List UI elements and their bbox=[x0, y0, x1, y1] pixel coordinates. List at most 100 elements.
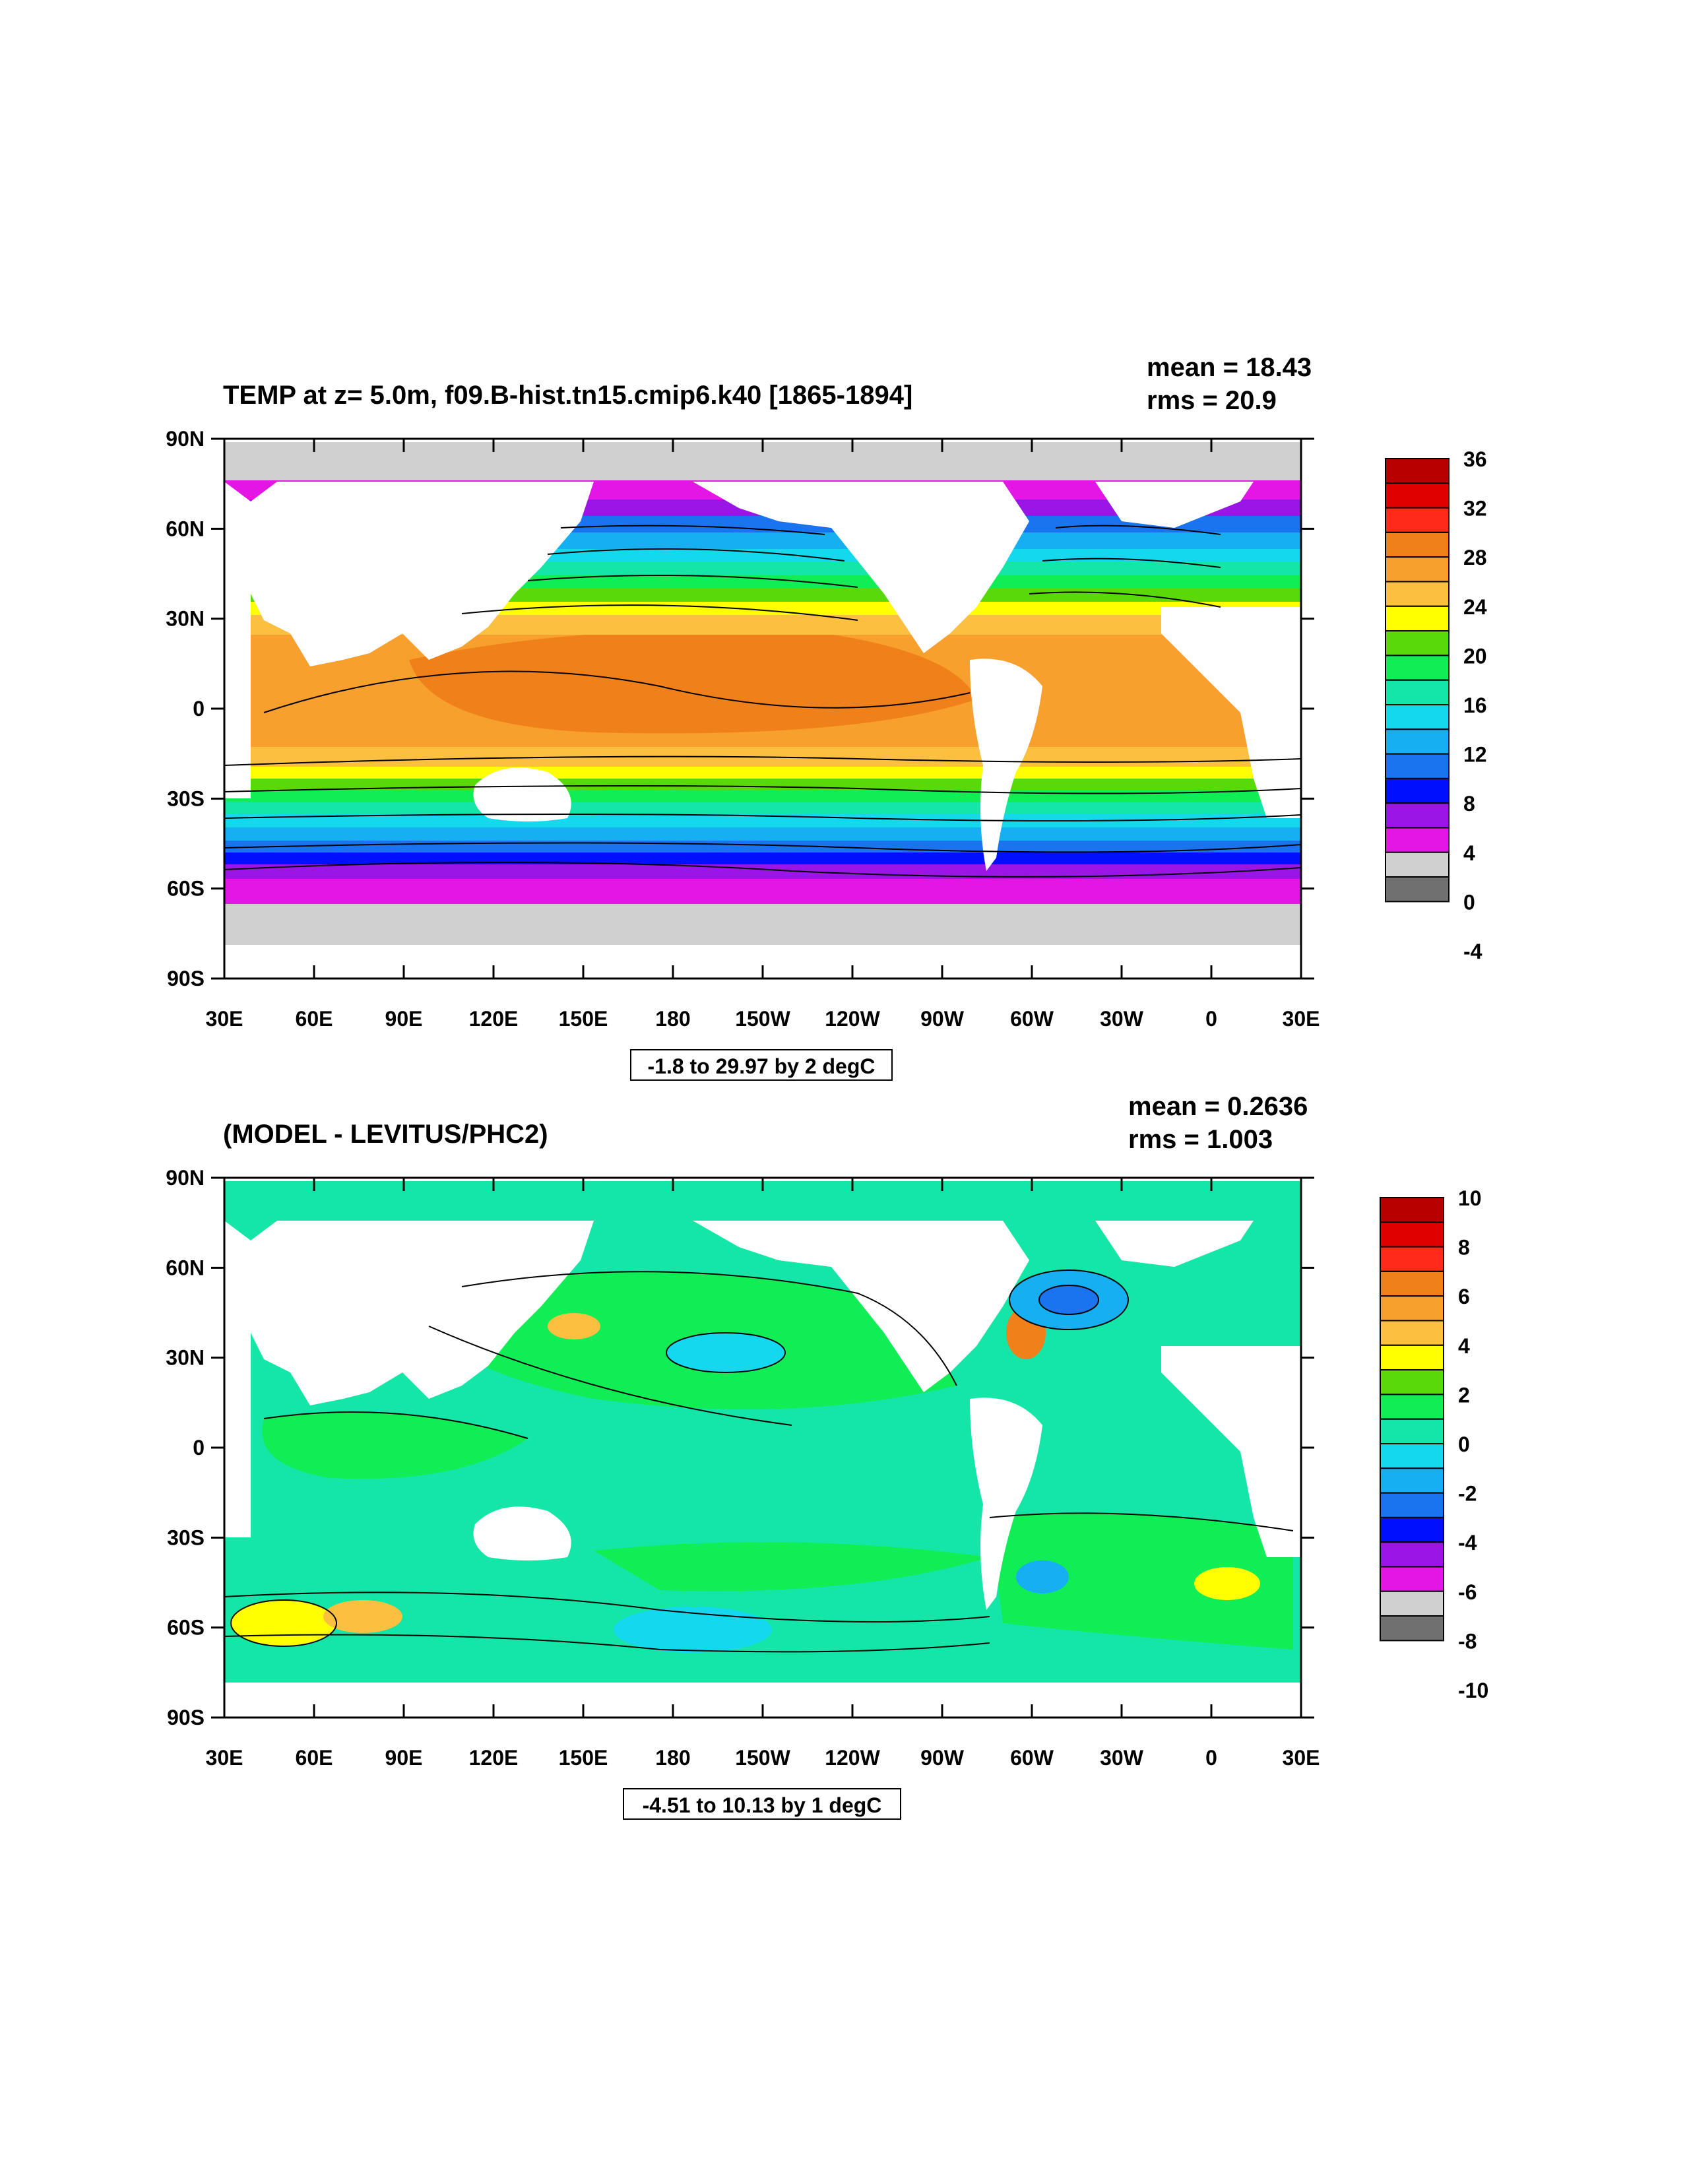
contour bbox=[263, 670, 971, 713]
range-label: -1.8 to 29.97 by 2 degC bbox=[647, 1054, 875, 1078]
colorbar-box bbox=[1380, 1443, 1444, 1469]
contour bbox=[1055, 525, 1221, 535]
land-africa-eurasia-west bbox=[224, 482, 251, 798]
panel-temperature: TEMP at z= 5.0m, f09.B-hist.tn15.cmip6.k… bbox=[166, 353, 1487, 1081]
axes: 30E 60E 90E 120E 150E 180 150W 120W 90W 60W 30W 0 30… bbox=[166, 1166, 1320, 1770]
x-tick-label: 60W bbox=[1010, 1746, 1054, 1770]
colorbar-box bbox=[1380, 1394, 1444, 1420]
contour bbox=[547, 548, 845, 562]
colorbar-box bbox=[1385, 482, 1450, 509]
colorbar-box bbox=[1380, 1418, 1444, 1444]
colorbar-label: 24 bbox=[1463, 595, 1487, 619]
x-tick-label: 0 bbox=[1205, 1746, 1217, 1770]
colorbar-label: 8 bbox=[1463, 792, 1475, 816]
x-tick-label: 120W bbox=[825, 1746, 880, 1770]
range-box bbox=[623, 1788, 901, 1820]
colorbar-box bbox=[1385, 827, 1450, 853]
contour-lines bbox=[224, 1269, 1294, 1653]
contour bbox=[461, 604, 858, 621]
contour bbox=[224, 1591, 990, 1622]
colorbar-label: 32 bbox=[1463, 497, 1487, 521]
panel-title: TEMP at z= 5.0m, f09.B-hist.tn15.cmip6.k… bbox=[223, 381, 912, 410]
y-tick-label: 0 bbox=[193, 1436, 205, 1460]
anomaly-warm bbox=[548, 1313, 600, 1339]
colorbar-box bbox=[1380, 1492, 1444, 1518]
land-south-america bbox=[970, 1397, 1042, 1610]
band-subpolar-south bbox=[224, 878, 1301, 904]
anomaly-cold bbox=[1039, 1285, 1099, 1314]
anomaly-cold bbox=[1016, 1560, 1069, 1593]
contour bbox=[224, 814, 1301, 821]
y-tick-label: 30S bbox=[167, 787, 205, 810]
colorbar-box bbox=[1380, 1197, 1444, 1223]
colorbar-label: -2 bbox=[1458, 1482, 1477, 1506]
colorbar-box bbox=[1380, 1615, 1444, 1642]
colorbar-label: 4 bbox=[1463, 841, 1475, 865]
y-tick-label: 90N bbox=[166, 427, 205, 451]
y-tick-label: 30N bbox=[166, 1346, 205, 1370]
contour bbox=[428, 1326, 792, 1426]
y-tick-label: 60S bbox=[167, 1616, 205, 1640]
colorbar-box bbox=[1385, 851, 1450, 878]
colorbar-label: 20 bbox=[1463, 644, 1487, 668]
contour bbox=[224, 1634, 990, 1653]
x-tick-label: 30W bbox=[1100, 1746, 1144, 1770]
panel-title: (MODEL - LEVITUS/PHC2) bbox=[223, 1120, 548, 1149]
colorbar-box bbox=[1380, 1516, 1444, 1543]
x-tick-label: 30E bbox=[206, 1007, 243, 1031]
colorbar-box bbox=[1385, 630, 1450, 657]
x-tick-label: 120W bbox=[825, 1007, 880, 1031]
contour bbox=[1029, 591, 1221, 608]
contour bbox=[1042, 558, 1221, 568]
contour bbox=[527, 575, 858, 588]
contour bbox=[224, 842, 1301, 853]
mean-label: mean = 18.43 bbox=[1147, 353, 1312, 382]
colorbar-box bbox=[1380, 1541, 1444, 1568]
colorbar-box bbox=[1380, 1344, 1444, 1371]
map-field bbox=[224, 1178, 1301, 1718]
panel-difference: (MODEL - LEVITUS/PHC2) mean = 0.2636 rms… bbox=[166, 1092, 1488, 1820]
colorbar-label: 6 bbox=[1458, 1285, 1470, 1308]
colorbar-box bbox=[1380, 1221, 1444, 1248]
y-tick-label: 0 bbox=[193, 697, 205, 721]
contour bbox=[461, 1271, 957, 1386]
band bbox=[224, 801, 1301, 814]
contour bbox=[1038, 1285, 1099, 1315]
colorbar-label: 0 bbox=[1458, 1432, 1470, 1456]
colorbar-label: -4 bbox=[1463, 940, 1482, 963]
land-greenland bbox=[1095, 482, 1254, 528]
land-africa-eurasia-west bbox=[224, 1221, 251, 1537]
x-tick-label: 90E bbox=[385, 1007, 423, 1031]
y-tick-label: 30S bbox=[167, 1526, 205, 1549]
colorbar-label: 36 bbox=[1463, 447, 1487, 471]
y-tick-label: 90N bbox=[166, 1166, 205, 1190]
colorbar-label: 10 bbox=[1458, 1186, 1482, 1210]
colorbar-box bbox=[1380, 1320, 1444, 1346]
contour bbox=[224, 755, 1301, 766]
y-tick-label: 60S bbox=[167, 877, 205, 901]
contour bbox=[230, 1599, 337, 1647]
region-positive bbox=[262, 1412, 528, 1479]
map-field bbox=[224, 439, 1301, 979]
range-label: -4.51 to 10.13 by 1 degC bbox=[643, 1793, 882, 1817]
x-tick-label: 60W bbox=[1010, 1007, 1054, 1031]
x-tick-label: 150W bbox=[735, 1746, 790, 1770]
band bbox=[224, 839, 1301, 852]
colorbar-box bbox=[1385, 507, 1450, 533]
colorbar-box bbox=[1380, 1369, 1444, 1396]
land-australia bbox=[473, 767, 571, 821]
y-tick-label: 30N bbox=[166, 607, 205, 631]
land-north-america bbox=[693, 1221, 1029, 1392]
contour bbox=[224, 861, 1301, 878]
colorbar-box bbox=[1380, 1467, 1444, 1494]
x-tick-label: 180 bbox=[655, 1007, 690, 1031]
anomaly-cold bbox=[614, 1607, 772, 1653]
x-tick-label: 90W bbox=[920, 1007, 965, 1031]
x-tick-label: 0 bbox=[1205, 1007, 1217, 1031]
y-tick-label: 90S bbox=[167, 1706, 205, 1729]
band bbox=[224, 863, 1301, 879]
anomaly-warm bbox=[1194, 1567, 1260, 1600]
band bbox=[224, 765, 1301, 779]
colorbar-box bbox=[1385, 531, 1450, 558]
x-tick-label: 30E bbox=[1283, 1007, 1320, 1031]
